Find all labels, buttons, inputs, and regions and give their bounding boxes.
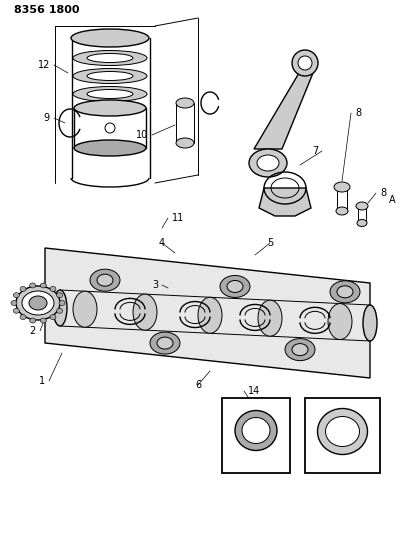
Ellipse shape — [248, 149, 286, 177]
Ellipse shape — [257, 300, 281, 336]
Ellipse shape — [56, 293, 63, 298]
Text: 1: 1 — [39, 376, 45, 386]
Ellipse shape — [11, 301, 17, 305]
Ellipse shape — [87, 90, 133, 99]
Ellipse shape — [50, 286, 56, 292]
Ellipse shape — [297, 56, 311, 70]
Ellipse shape — [333, 182, 349, 192]
Ellipse shape — [234, 410, 276, 450]
Ellipse shape — [73, 291, 97, 327]
Ellipse shape — [291, 50, 317, 76]
Bar — [304, 398, 379, 473]
Ellipse shape — [105, 123, 115, 133]
Text: 7: 7 — [311, 146, 317, 156]
Ellipse shape — [291, 344, 307, 356]
Ellipse shape — [150, 332, 180, 354]
Ellipse shape — [40, 283, 46, 288]
Ellipse shape — [71, 29, 148, 47]
Ellipse shape — [74, 140, 146, 156]
Text: 9: 9 — [44, 113, 50, 123]
Ellipse shape — [362, 305, 376, 341]
Bar — [221, 398, 289, 473]
Ellipse shape — [20, 314, 26, 320]
Ellipse shape — [335, 207, 347, 215]
Ellipse shape — [325, 416, 359, 447]
Text: 11: 11 — [172, 213, 184, 223]
Ellipse shape — [73, 69, 147, 84]
Text: 8: 8 — [354, 108, 360, 118]
Text: 3: 3 — [151, 280, 157, 290]
Text: 13: 13 — [335, 428, 347, 438]
Text: 8356 1800: 8356 1800 — [14, 5, 79, 15]
Ellipse shape — [256, 155, 278, 171]
Ellipse shape — [198, 297, 221, 333]
Ellipse shape — [175, 98, 193, 108]
Ellipse shape — [284, 338, 314, 361]
Ellipse shape — [73, 51, 147, 66]
Ellipse shape — [29, 283, 36, 288]
Text: 12: 12 — [38, 60, 50, 70]
Polygon shape — [258, 188, 310, 216]
Ellipse shape — [175, 138, 193, 148]
Ellipse shape — [87, 53, 133, 62]
Text: 6: 6 — [194, 380, 200, 390]
Ellipse shape — [16, 286, 60, 320]
Ellipse shape — [20, 286, 26, 292]
Ellipse shape — [355, 202, 367, 210]
Ellipse shape — [13, 308, 19, 313]
Text: 2: 2 — [30, 326, 36, 336]
Ellipse shape — [29, 296, 47, 310]
Ellipse shape — [87, 71, 133, 80]
Ellipse shape — [97, 274, 113, 286]
Ellipse shape — [90, 269, 120, 291]
Ellipse shape — [317, 408, 366, 455]
Ellipse shape — [22, 291, 54, 315]
Ellipse shape — [336, 286, 352, 298]
Polygon shape — [254, 73, 312, 149]
Ellipse shape — [327, 304, 351, 340]
Ellipse shape — [73, 86, 147, 101]
Ellipse shape — [329, 281, 359, 303]
Ellipse shape — [241, 417, 270, 443]
Ellipse shape — [13, 293, 19, 298]
Text: 5: 5 — [266, 238, 272, 248]
Text: A: A — [388, 195, 395, 205]
Ellipse shape — [220, 276, 249, 297]
Text: 14: 14 — [247, 386, 260, 396]
Ellipse shape — [356, 220, 366, 227]
Text: 4: 4 — [159, 238, 165, 248]
Ellipse shape — [29, 318, 36, 323]
Ellipse shape — [53, 290, 67, 326]
Ellipse shape — [40, 318, 46, 323]
Ellipse shape — [133, 294, 157, 330]
Ellipse shape — [227, 280, 243, 293]
Ellipse shape — [59, 301, 65, 305]
Text: 8: 8 — [379, 188, 385, 198]
Ellipse shape — [74, 100, 146, 116]
Polygon shape — [45, 248, 369, 378]
Ellipse shape — [50, 314, 56, 320]
Ellipse shape — [157, 337, 173, 349]
Text: 10: 10 — [135, 130, 148, 140]
Ellipse shape — [56, 308, 63, 313]
